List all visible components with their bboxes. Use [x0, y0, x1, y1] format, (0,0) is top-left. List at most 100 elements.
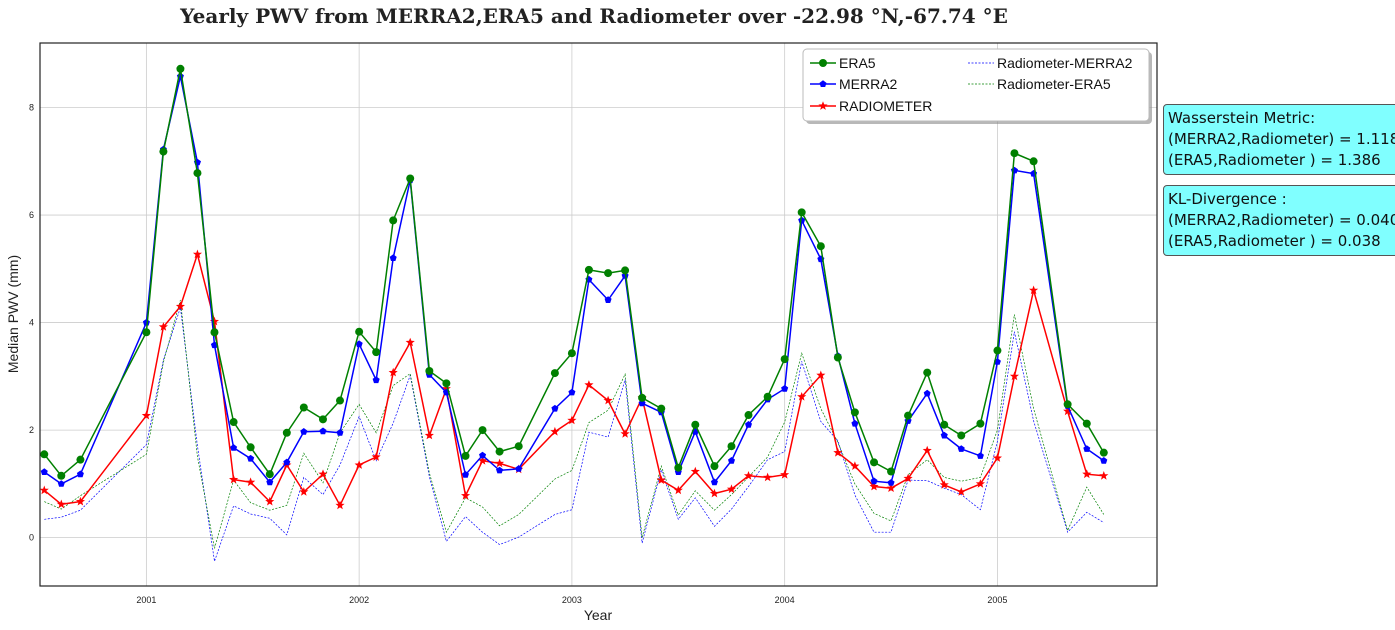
series-radiometer-merra2: [44, 307, 1104, 562]
point-radiometer: [246, 477, 256, 487]
point-radiometer: [56, 499, 66, 509]
point-merra2: [551, 404, 559, 412]
point-merra2: [870, 477, 878, 485]
point-era5: [1082, 419, 1091, 428]
point-radiometer: [939, 480, 949, 489]
wasserstein-annotation: Wasserstein Metric: (MERRA2,Radiometer) …: [1163, 104, 1395, 175]
point-era5: [957, 431, 966, 440]
grid: [40, 43, 1157, 586]
point-merra2: [319, 427, 327, 435]
series-era5: [40, 64, 1108, 480]
kl-era5: (ERA5,Radiometer ) = 0.038: [1168, 232, 1381, 250]
point-era5: [335, 396, 344, 405]
point-era5: [993, 346, 1002, 355]
point-radiometer: [726, 484, 736, 494]
point-merra2: [336, 429, 344, 436]
series-radiometer: [39, 249, 1109, 510]
point-radiometer: [141, 410, 151, 420]
point-radiometer: [75, 496, 85, 506]
point-era5: [657, 404, 666, 413]
y-tick-label: 4: [29, 318, 34, 328]
point-era5: [299, 403, 308, 412]
legend-box: [802, 48, 1150, 122]
legend-label-radiometer-era5: Radiometer-ERA5: [997, 76, 1111, 92]
kl-merra2: (MERRA2,Radiometer) = 0.040: [1168, 211, 1395, 229]
point-era5: [176, 64, 185, 73]
point-radiometer: [869, 481, 879, 491]
point-merra2: [923, 389, 931, 397]
point-radiometer: [816, 370, 826, 380]
point-era5: [727, 442, 736, 451]
series-line-radiometer-era5: [44, 299, 1105, 549]
point-era5: [495, 447, 504, 456]
point-era5: [797, 208, 806, 217]
legend: ERA5 MERRA2 RADIOMETER Radiometer-MERRA2 Rad…: [802, 48, 1152, 124]
point-era5: [638, 393, 647, 402]
wasserstein-era5: (ERA5,Radiometer ) = 1.386: [1168, 151, 1381, 169]
point-merra2: [462, 471, 469, 478]
point-era5: [318, 415, 327, 424]
point-era5: [246, 443, 255, 452]
x-tick-label: 2002: [349, 595, 369, 605]
point-era5: [1099, 448, 1108, 457]
point-era5: [621, 266, 630, 275]
point-radiometer: [603, 395, 613, 405]
point-radiometer: [1099, 471, 1109, 480]
point-radiometer: [229, 474, 239, 484]
point-era5: [389, 216, 398, 225]
point-radiometer: [175, 301, 185, 311]
y-tick-label: 8: [29, 103, 34, 113]
point-radiometer: [886, 483, 896, 492]
x-tick-label: 2004: [775, 595, 795, 605]
point-era5: [691, 420, 700, 429]
point-radiometer: [620, 429, 630, 438]
point-merra2: [496, 466, 504, 474]
point-radiometer: [39, 485, 49, 495]
plot-series: [39, 64, 1109, 562]
point-era5: [744, 411, 753, 420]
point-radiometer: [833, 447, 843, 457]
wasserstein-merra2: (MERRA2,Radiometer) = 1.118: [1168, 130, 1395, 148]
point-era5: [210, 328, 219, 337]
legend-marker-radiometer: [818, 101, 828, 110]
x-axis-label: Year: [584, 607, 613, 623]
point-radiometer: [478, 455, 488, 465]
point-era5: [282, 428, 291, 437]
point-merra2: [851, 419, 859, 427]
point-era5: [355, 327, 364, 336]
point-era5: [923, 368, 932, 377]
point-era5: [674, 463, 683, 472]
point-era5: [229, 418, 238, 427]
point-merra2: [957, 445, 965, 452]
point-radiometer: [656, 475, 666, 484]
point-merra2: [40, 468, 48, 475]
point-radiometer: [1063, 406, 1073, 416]
point-era5: [567, 349, 576, 358]
point-merra2: [57, 480, 65, 487]
point-radiometer: [922, 445, 932, 455]
point-era5: [1029, 157, 1038, 166]
point-merra2: [1083, 445, 1091, 452]
plot-frame: [39, 42, 1158, 587]
point-merra2: [604, 296, 612, 303]
point-radiometer: [405, 337, 415, 347]
point-era5: [850, 408, 859, 417]
point-radiometer: [441, 383, 451, 393]
point-radiometer: [690, 466, 700, 476]
point-radiometer: [975, 479, 985, 488]
y-tick-label: 2: [29, 425, 34, 435]
point-era5: [763, 392, 772, 401]
point-merra2: [247, 454, 255, 462]
point-radiometer: [567, 415, 577, 425]
point-merra2: [568, 388, 576, 396]
point-merra2: [76, 470, 84, 478]
kl-title: KL-Divergence :: [1168, 190, 1287, 208]
point-merra2: [781, 385, 789, 392]
point-era5: [1063, 400, 1072, 409]
point-radiometer: [780, 469, 790, 479]
point-era5: [976, 419, 985, 428]
point-era5: [870, 458, 879, 467]
point-era5: [142, 328, 151, 337]
point-radiometer: [550, 426, 560, 436]
axis-ticks: 0 2 4 6 8 2001 2002 2003 2004 2005: [29, 103, 1007, 605]
